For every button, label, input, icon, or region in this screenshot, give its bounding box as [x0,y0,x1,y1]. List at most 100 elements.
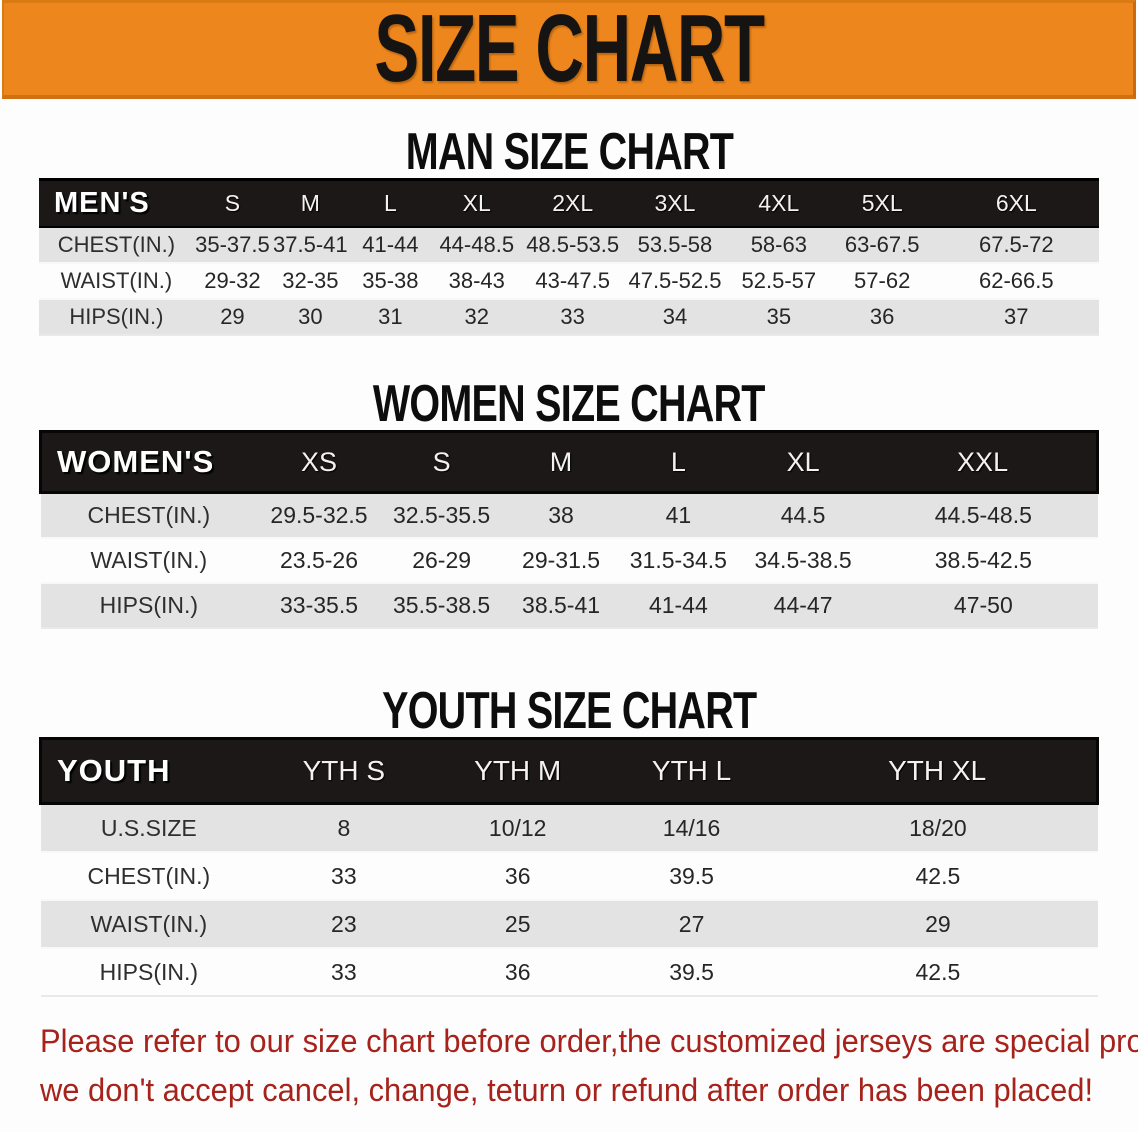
women-size-col-4: L [670,446,686,477]
value-cell: 34 [662,304,688,329]
women-size-col-2: S [432,446,451,477]
value-cell: 58-63 [750,232,807,257]
value-cell: 44-48.5 [439,232,515,257]
row-label: HIPS(IN.) [99,958,199,985]
value-cell: 26-29 [412,547,472,573]
value-cell: 36 [504,958,531,985]
value-cell: 44.5 [780,502,826,528]
disclaimer-line-1: Please refer to our size chart before or… [40,1023,1138,1059]
men-size-col-1: S [224,190,241,216]
value-cell: 36 [504,862,531,889]
men-section-heading: MAN SIZE CHART [0,126,1138,178]
disclaimer-text: Please refer to our size chart before or… [40,1017,1138,1114]
youth-table-row-2: CHEST(IN.) 33 36 39.5 42.5 [40,852,1098,900]
women-table-row-3: HIPS(IN.) 33-35.5 35.5-38.5 38.5-41 41-44 44-… [40,583,1098,628]
row-label: WAIST(IN.) [90,547,208,573]
disclaimer-line-2: we don't accept cancel, change, teturn o… [40,1071,1094,1108]
value-cell: 52.5-57 [741,268,817,293]
men-size-col-3: L [383,190,397,216]
value-cell: 18/20 [909,814,967,841]
women-size-col-3: M [549,446,573,477]
men-size-col-7: 4XL [758,190,800,216]
value-cell: 32 [464,304,489,329]
size-chart-banner: SIZE CHART [2,0,1136,99]
youth-size-col-3: YTH L [651,755,732,786]
men-size-table: MEN'S S M L XL 2XL 3XL 4XL 5XL 6XL CHEST(IN.) 35-37… [39,178,1099,336]
value-cell: 39.5 [669,958,714,985]
men-size-col-8: 5XL [861,190,903,216]
value-cell: 48.5-53.5 [526,232,620,257]
value-cell: 33 [331,862,357,889]
value-cell: 47.5-52.5 [628,268,722,293]
value-cell: 34.5-38.5 [754,547,852,573]
value-cell: 67.5-72 [978,232,1054,257]
youth-size-table: YOUTH YTH S YTH M YTH L YTH XL U.S.SIZE 8 10/12… [39,737,1099,997]
women-table-row-1: CHEST(IN.) 29.5-32.5 32.5-35.5 38 41 44.5 44.5… [40,492,1098,538]
row-label: WAIST(IN.) [90,910,208,937]
men-size-col-6: 3XL [654,190,696,216]
value-cell: 44-47 [773,592,833,618]
row-label: HIPS(IN.) [69,304,164,329]
value-cell: 30 [298,304,323,329]
value-cell: 37.5-41 [273,232,348,257]
value-cell: 35-38 [362,268,419,293]
value-cell: 36 [869,304,895,329]
value-cell: 32.5-35.5 [393,502,491,528]
value-cell: 37 [1004,304,1029,329]
value-cell: 41 [665,502,692,528]
men-size-col-5: 2XL [552,190,594,216]
value-cell: 29-31.5 [522,547,601,573]
men-heading-text: MAN SIZE CHART [405,123,733,181]
value-cell: 33 [560,304,585,329]
women-size-col-1: XS [301,446,338,477]
value-cell: 23.5-26 [280,547,359,573]
men-table-row-3: HIPS(IN.) 29 30 31 32 33 34 35 36 37 [39,299,1099,335]
value-cell: 29 [925,910,951,937]
value-cell: 39.5 [669,862,714,889]
women-section-heading: WOMEN SIZE CHART [0,378,1138,430]
value-cell: 29.5-32.5 [270,502,368,528]
youth-header-row: YOUTH YTH S YTH M YTH L YTH XL [40,738,1098,804]
men-header-row: MEN'S S M L XL 2XL 3XL 4XL 5XL 6XL [39,179,1099,227]
value-cell: 10/12 [488,814,547,841]
women-size-col-6: XXL [957,446,1009,477]
youth-size-col-2: YTH M [474,755,562,786]
value-cell: 63-67.5 [844,232,920,257]
value-cell: 41-44 [362,232,419,257]
youth-size-col-4: YTH XL [888,755,987,786]
men-size-col-4: XL [462,190,491,216]
women-header-label: WOMEN'S [57,444,215,479]
banner-title: SIZE CHART [373,0,765,102]
value-cell: 32-35 [282,268,339,293]
men-size-col-9: 6XL [995,190,1037,216]
value-cell: 62-66.5 [978,268,1054,293]
row-label: CHEST(IN.) [87,502,211,528]
row-label: CHEST(IN.) [87,862,211,889]
women-header-row: WOMEN'S XS S M L XL XXL [40,431,1098,493]
value-cell: 8 [337,814,351,841]
value-cell: 53.5-58 [637,232,713,257]
women-size-table: WOMEN'S XS S M L XL XXL CHEST(IN.) 29.5-32.5 32.5… [39,430,1099,629]
youth-table-row-4: HIPS(IN.) 33 36 39.5 42.5 [40,948,1098,996]
value-cell: 29 [220,304,245,329]
value-cell: 38.5-41 [522,592,601,618]
youth-header-label: YOUTH [57,753,171,788]
value-cell: 42.5 [915,862,961,889]
value-cell: 33 [331,958,357,985]
row-label: CHEST(IN.) [57,232,176,257]
men-header-label: MEN'S [54,187,150,219]
value-cell: 35.5-38.5 [393,592,491,618]
value-cell: 47-50 [953,592,1013,618]
youth-heading-text: YOUTH SIZE CHART [381,682,757,740]
youth-table-row-3: WAIST(IN.) 23 25 27 29 [40,900,1098,948]
value-cell: 23 [331,910,357,937]
men-table-row-1: CHEST(IN.) 35-37.5 37.5-41 41-44 44-48.5 48.5… [39,227,1099,263]
value-cell: 25 [504,910,531,937]
value-cell: 35 [766,304,792,329]
youth-section-heading: YOUTH SIZE CHART [0,685,1138,737]
value-cell: 38 [548,502,574,528]
value-cell: 33-35.5 [280,592,359,618]
youth-size-col-1: YTH S [302,755,386,786]
women-table-row-2: WAIST(IN.) 23.5-26 26-29 29-31.5 31.5-34.5 34… [40,538,1098,583]
value-cell: 29-32 [204,268,261,293]
